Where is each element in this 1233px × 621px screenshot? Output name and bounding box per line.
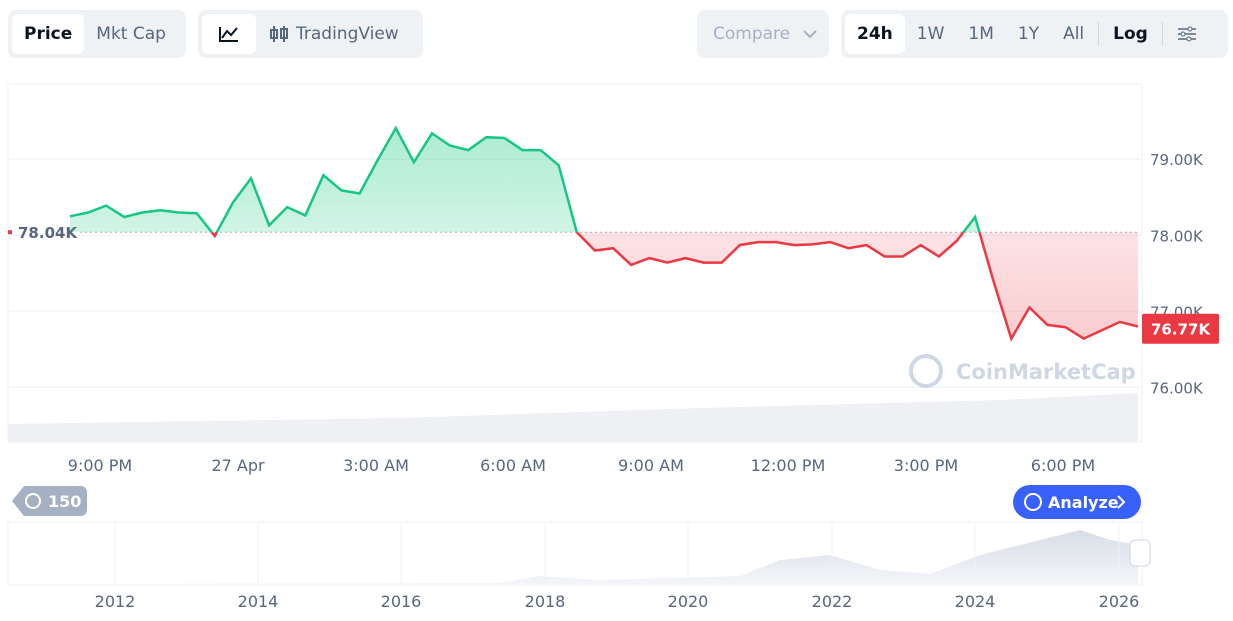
range-button[interactable]: 1M xyxy=(968,24,994,44)
candle-icon xyxy=(270,26,288,42)
compare-label: Compare xyxy=(713,24,791,44)
range-button[interactable]: 24h xyxy=(845,14,905,54)
tradingview-label: TradingView xyxy=(296,24,399,44)
line-chart-button[interactable] xyxy=(202,14,256,54)
chart-style-toggle: TradingView xyxy=(198,10,423,58)
log-button[interactable]: Log xyxy=(1113,24,1148,44)
baseline-tick xyxy=(8,230,12,235)
x-tick-label: 9:00 AM xyxy=(618,456,684,475)
area-up xyxy=(70,128,980,233)
navigator-year: 2014 xyxy=(238,592,279,611)
navigator-year: 2022 xyxy=(812,592,853,611)
mode-button[interactable]: Price xyxy=(12,14,85,54)
navigator-year: 2026 xyxy=(1099,592,1140,611)
x-tick-label: 3:00 AM xyxy=(343,456,409,475)
area-down xyxy=(70,232,1138,339)
y-tick-label: 76.00K xyxy=(1150,379,1204,397)
x-tick-label: 6:00 AM xyxy=(480,456,546,475)
line-icon xyxy=(219,27,238,42)
compare-chevron xyxy=(803,30,817,39)
range-button[interactable]: 1Y xyxy=(1017,24,1040,44)
y-tick-label: 79.00K xyxy=(1150,151,1204,169)
last-price-label: 76.77K xyxy=(1151,321,1211,339)
history-icon xyxy=(25,493,41,509)
watermark: CoinMarketCap xyxy=(909,354,1136,388)
tradingview-button[interactable]: TradingView xyxy=(256,14,411,54)
price-line-down xyxy=(210,232,1139,342)
x-tick-label: 6:00 PM xyxy=(1031,456,1095,475)
analyze-label: Analyze xyxy=(1048,493,1119,512)
y-tick-label: 78.00K xyxy=(1150,227,1204,245)
analyze-button[interactable] xyxy=(1013,485,1141,519)
navigator-year: 2024 xyxy=(955,592,996,611)
navigator-year: 2016 xyxy=(381,592,422,611)
analyze-icon xyxy=(1024,493,1042,511)
navigator-handle[interactable] xyxy=(1129,539,1151,567)
mode-toggle: Price Mkt Cap xyxy=(8,10,186,58)
settings-button[interactable] xyxy=(1165,14,1209,54)
volume-area xyxy=(8,393,1138,442)
last-price-tag xyxy=(1142,313,1219,344)
x-tick-label: 27 Apr xyxy=(211,456,265,475)
navigator-year: 2020 xyxy=(668,592,709,611)
baseline-label: 78.04K xyxy=(18,224,78,242)
history-count: 150 xyxy=(48,492,81,511)
separator xyxy=(1161,22,1163,46)
plot-frame xyxy=(7,83,1143,443)
range-button[interactable]: 1W xyxy=(916,24,945,44)
x-tick-label: 3:00 PM xyxy=(894,456,958,475)
settings-icon xyxy=(1177,26,1196,42)
navigator-area xyxy=(8,530,1138,584)
price-line-up xyxy=(69,125,981,233)
separator xyxy=(1098,22,1100,46)
x-tick-label: 12:00 PM xyxy=(751,456,826,475)
x-tick-label: 9:00 PM xyxy=(68,456,132,475)
analyze-chevron xyxy=(1117,495,1126,509)
navigator-year: 2018 xyxy=(525,592,566,611)
watermark-text: CoinMarketCap xyxy=(956,360,1136,384)
range-toggle: 24h 1W 1M 1Y All Log xyxy=(841,10,1228,58)
compare-dropdown[interactable]: Compare xyxy=(697,10,829,58)
mode-button[interactable]: Mkt Cap xyxy=(96,24,166,44)
range-button[interactable]: All xyxy=(1063,24,1085,44)
navigator-year: 2012 xyxy=(95,592,136,611)
